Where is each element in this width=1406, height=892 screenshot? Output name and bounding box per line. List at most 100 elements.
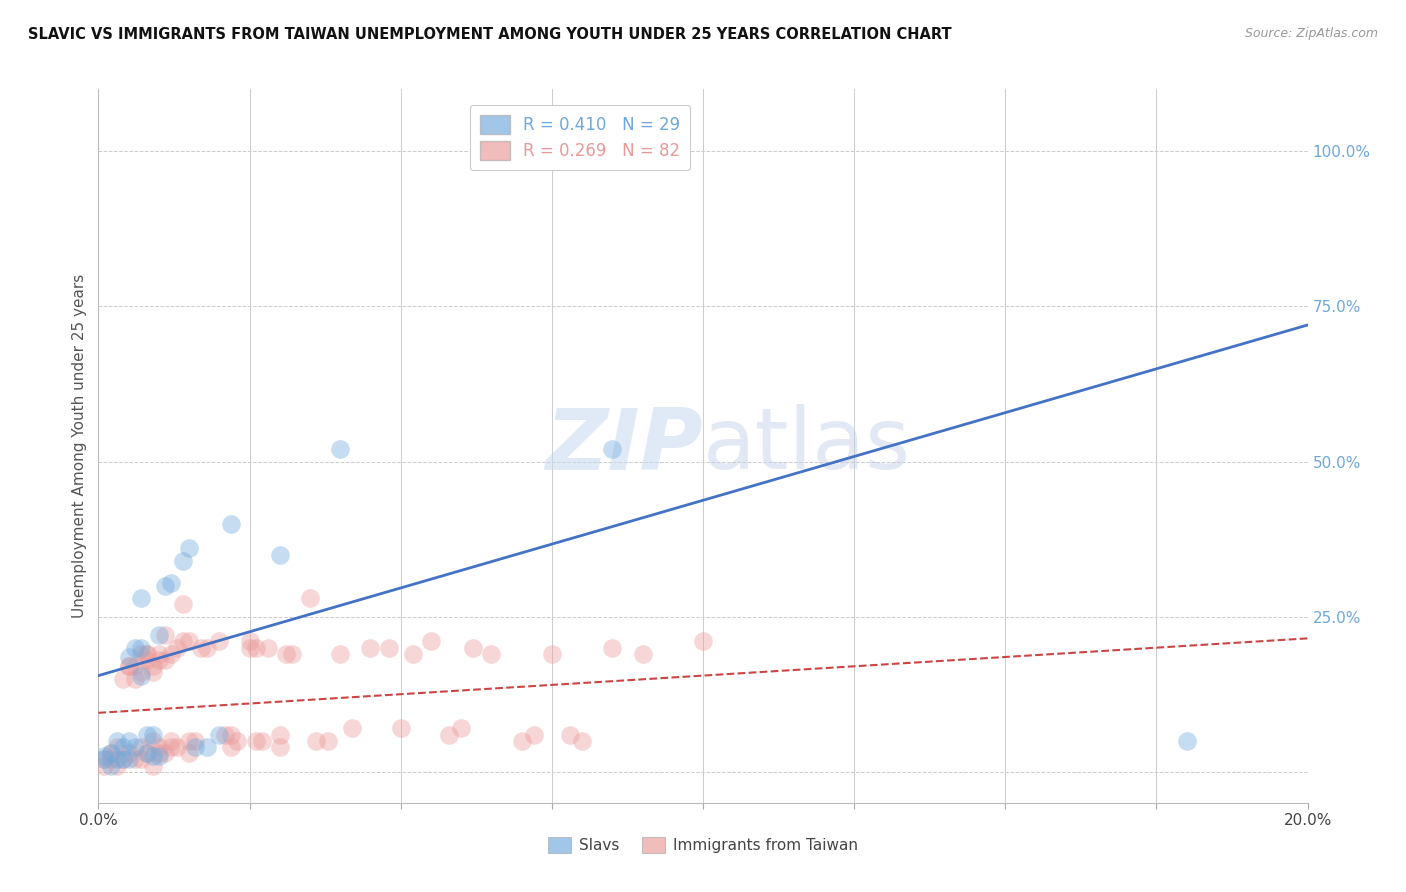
Point <box>329 442 352 456</box>
Point <box>602 640 624 655</box>
Point <box>105 758 128 772</box>
Point <box>571 733 593 747</box>
Point <box>118 746 141 760</box>
Point <box>160 739 183 754</box>
Point <box>148 739 170 754</box>
Point <box>135 647 157 661</box>
Point <box>93 758 115 772</box>
Point <box>135 727 157 741</box>
Point <box>148 647 170 661</box>
Point <box>184 733 207 747</box>
Point <box>179 634 201 648</box>
Point <box>166 640 188 655</box>
Point <box>118 659 141 673</box>
Point <box>153 628 176 642</box>
Point <box>523 727 546 741</box>
Point <box>142 749 165 764</box>
Point <box>195 739 218 754</box>
Point <box>118 650 141 665</box>
Point <box>179 733 201 747</box>
Point <box>221 727 243 741</box>
Point <box>245 640 267 655</box>
Point <box>124 659 146 673</box>
Point <box>540 647 562 661</box>
Point <box>153 579 176 593</box>
Text: SLAVIC VS IMMIGRANTS FROM TAIWAN UNEMPLOYMENT AMONG YOUTH UNDER 25 YEARS CORRELA: SLAVIC VS IMMIGRANTS FROM TAIWAN UNEMPLO… <box>28 27 952 42</box>
Point <box>450 722 472 736</box>
Point <box>124 672 146 686</box>
Point <box>281 647 304 661</box>
Point <box>256 640 278 655</box>
Text: ZIP: ZIP <box>546 404 703 488</box>
Point <box>184 739 207 754</box>
Point <box>195 640 218 655</box>
Point <box>124 640 146 655</box>
Point <box>221 739 243 754</box>
Y-axis label: Unemployment Among Youth under 25 years: Unemployment Among Youth under 25 years <box>72 274 87 618</box>
Point <box>153 653 176 667</box>
Text: atlas: atlas <box>703 404 911 488</box>
Point <box>305 733 328 747</box>
Point <box>172 634 194 648</box>
Point <box>148 628 170 642</box>
Point <box>377 640 399 655</box>
Point <box>153 746 176 760</box>
Point <box>111 739 134 754</box>
Text: Source: ZipAtlas.com: Source: ZipAtlas.com <box>1244 27 1378 40</box>
Point <box>100 746 122 760</box>
Point <box>118 733 141 747</box>
Point <box>481 647 503 661</box>
Point <box>148 746 170 760</box>
Point <box>631 647 654 661</box>
Point <box>142 659 165 673</box>
Point <box>342 722 364 736</box>
Point <box>360 640 382 655</box>
Point <box>245 733 267 747</box>
Point <box>602 442 624 456</box>
Point <box>129 668 152 682</box>
Point <box>111 752 134 766</box>
Point <box>142 758 165 772</box>
Point <box>221 516 243 531</box>
Point <box>129 640 152 655</box>
Point <box>172 554 194 568</box>
Point <box>142 665 165 680</box>
Point <box>93 752 115 766</box>
Point <box>124 739 146 754</box>
Point <box>105 739 128 754</box>
Point <box>118 659 141 673</box>
Point <box>129 591 152 605</box>
Point <box>208 727 231 741</box>
Point <box>142 727 165 741</box>
Point <box>558 727 581 741</box>
Point <box>420 634 443 648</box>
Point <box>111 672 134 686</box>
Point <box>250 733 273 747</box>
Point <box>463 640 485 655</box>
Point <box>269 548 291 562</box>
Point <box>148 653 170 667</box>
Point <box>226 733 249 747</box>
Point <box>510 145 533 159</box>
Point <box>142 733 165 747</box>
Point <box>135 746 157 760</box>
Point <box>402 647 425 661</box>
Legend: Slavs, Immigrants from Taiwan: Slavs, Immigrants from Taiwan <box>543 831 863 859</box>
Point <box>437 727 460 741</box>
Point <box>389 722 412 736</box>
Point <box>129 739 152 754</box>
Point <box>1175 733 1198 747</box>
Point <box>160 575 183 590</box>
Point <box>214 727 236 741</box>
Point <box>93 749 115 764</box>
Point <box>179 746 201 760</box>
Point <box>124 752 146 766</box>
Point <box>269 739 291 754</box>
Point <box>510 733 533 747</box>
Point <box>179 541 201 556</box>
Point <box>118 752 141 766</box>
Point <box>129 665 152 680</box>
Point <box>111 752 134 766</box>
Point <box>105 733 128 747</box>
Point <box>129 647 152 661</box>
